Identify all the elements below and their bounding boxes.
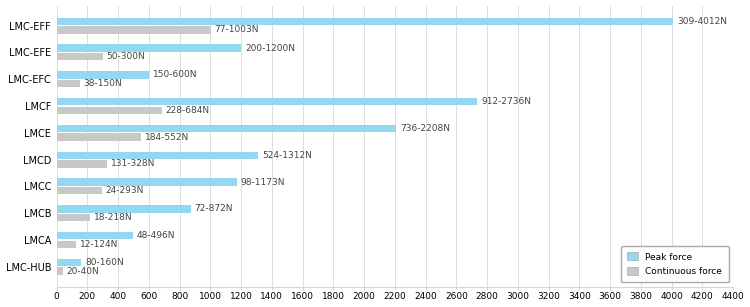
Text: 184-552N: 184-552N xyxy=(146,133,190,142)
Bar xyxy=(56,98,477,106)
Legend: Peak force, Continuous force: Peak force, Continuous force xyxy=(621,246,728,282)
Bar xyxy=(56,133,142,141)
Bar xyxy=(56,205,190,213)
Text: 48-496N: 48-496N xyxy=(136,231,176,240)
Text: 912-2736N: 912-2736N xyxy=(481,97,531,106)
Bar xyxy=(56,152,258,159)
Bar xyxy=(56,267,63,275)
Text: 38-150N: 38-150N xyxy=(83,79,122,88)
Bar xyxy=(56,26,211,34)
Bar xyxy=(56,53,103,60)
Text: 309-4012N: 309-4012N xyxy=(677,17,728,26)
Bar xyxy=(56,259,81,266)
Bar xyxy=(56,178,237,186)
Bar xyxy=(56,17,674,25)
Bar xyxy=(56,214,90,221)
Text: 20-40N: 20-40N xyxy=(67,266,99,276)
Text: 50-300N: 50-300N xyxy=(106,52,146,61)
Text: 98-1173N: 98-1173N xyxy=(241,178,285,187)
Bar xyxy=(56,107,162,114)
Text: 12-124N: 12-124N xyxy=(80,240,118,249)
Text: 24-293N: 24-293N xyxy=(106,186,144,195)
Text: 18-218N: 18-218N xyxy=(94,213,133,222)
Text: 228-684N: 228-684N xyxy=(166,106,210,115)
Text: 200-1200N: 200-1200N xyxy=(245,44,295,53)
Text: 150-600N: 150-600N xyxy=(153,70,197,80)
Text: 77-1003N: 77-1003N xyxy=(214,25,260,34)
Bar xyxy=(56,125,396,132)
Bar xyxy=(56,71,148,79)
Bar xyxy=(56,80,80,87)
Text: 131-328N: 131-328N xyxy=(111,159,155,169)
Bar xyxy=(56,241,76,248)
Text: 72-872N: 72-872N xyxy=(194,204,233,213)
Text: 736-2208N: 736-2208N xyxy=(400,124,450,133)
Bar xyxy=(56,187,102,194)
Bar xyxy=(56,45,241,52)
Bar xyxy=(56,232,133,239)
Text: 80-160N: 80-160N xyxy=(85,258,124,267)
Text: 524-1312N: 524-1312N xyxy=(262,151,312,160)
Bar xyxy=(56,160,107,168)
